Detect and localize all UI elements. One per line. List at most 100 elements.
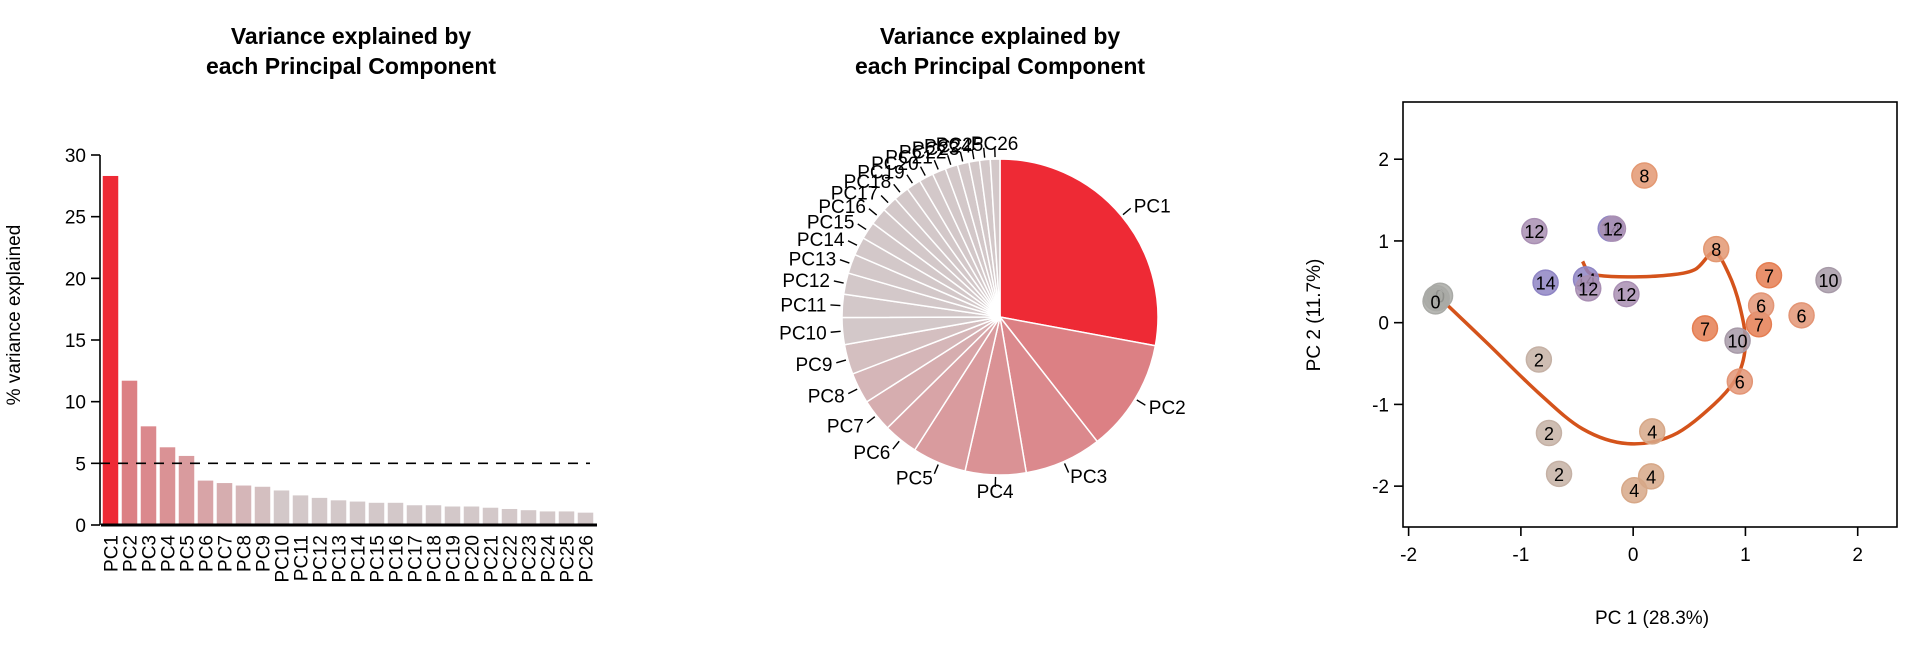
bar-x-tick-label: PC9 <box>254 535 275 572</box>
pie-label-leader <box>1063 463 1070 473</box>
scatter-x-tick-label: -2 <box>1400 545 1417 566</box>
scatter-point-label: 10 <box>1818 271 1838 291</box>
pie-slice-label: PC2 <box>1149 398 1186 419</box>
pie-slice-label: PC14 <box>797 230 845 251</box>
scatter-x-axis-label: PC 1 (28.3%) <box>1595 608 1709 629</box>
scatter-y-tick-label: 2 <box>1378 150 1389 171</box>
bar-x-tick-label: PC20 <box>463 535 484 583</box>
bar-x-tick-label: PC8 <box>235 535 256 572</box>
scatter-point <box>1613 280 1640 308</box>
pie-slice-label: PC17 <box>831 184 879 205</box>
pie-label-leader <box>933 464 939 475</box>
bar-PC4 <box>159 447 176 525</box>
bar-PC15 <box>368 502 385 525</box>
scatter-y-axis-label: PC 2 (11.7%) <box>1304 259 1325 372</box>
bar-PC13 <box>330 500 347 525</box>
bar-x-tick-label: PC21 <box>482 535 503 583</box>
bar-PC25 <box>558 511 575 525</box>
bar-x-tick-label: PC18 <box>425 535 446 583</box>
pie-chart-slices <box>841 158 1159 476</box>
pie-label-leader <box>830 330 841 333</box>
scatter-x-tick-label: 0 <box>1628 545 1639 566</box>
pie-slice-label: PC16 <box>818 197 866 218</box>
bar-PC26 <box>577 512 594 525</box>
pie-label-leader <box>906 174 913 184</box>
scatter-point-label: 7 <box>1754 315 1764 335</box>
pie-label-leader <box>833 280 844 284</box>
bar-x-tick-label: PC23 <box>520 535 541 583</box>
bar-x-tick-label: PC24 <box>539 535 560 583</box>
pie-slice-label: PC4 <box>977 482 1014 503</box>
pie-slice-label: PC12 <box>782 271 830 292</box>
bar-x-tick-label: PC5 <box>178 535 199 572</box>
scatter-x-tick-label: -1 <box>1512 545 1529 566</box>
bar-chart-y-axis-label: % variance explained <box>4 225 25 406</box>
bar-x-tick-label: PC2 <box>121 535 142 572</box>
pie-slice-label: PC8 <box>808 386 845 407</box>
scatter-x-tick-label: 2 <box>1852 545 1863 566</box>
bar-chart-y-axis: 0 5 10 15 20 25 30 <box>65 146 101 537</box>
bar-PC7 <box>216 483 233 525</box>
scatter-point <box>1638 418 1666 445</box>
pie-slice-label: PC19 <box>857 162 905 183</box>
pie-label-leader <box>847 388 858 395</box>
scatter-point-label: 4 <box>1647 422 1657 442</box>
bar-PC14 <box>349 501 366 525</box>
pie-label-leader <box>839 259 850 264</box>
scatter-point-label: 7 <box>1700 319 1710 339</box>
scatter-point <box>1575 275 1602 302</box>
bar-y-tick-label: 5 <box>75 454 86 475</box>
pie-slice-label: PC13 <box>789 249 837 270</box>
pie-slice-label: PC6 <box>853 443 890 464</box>
pie-slice-label: PC22 <box>899 142 947 163</box>
pie-slice-label: PC9 <box>795 355 832 376</box>
bar-chart-title-line-1: Variance explained by <box>231 23 472 49</box>
pie-label-leader <box>919 166 926 176</box>
scatter-x-tick-label: 1 <box>1740 545 1751 566</box>
scatter-y-tick-label: 0 <box>1378 314 1389 335</box>
bar-x-tick-label: PC22 <box>501 535 522 583</box>
scatter-point-label: 7 <box>1764 266 1774 286</box>
bar-x-tick-label: PC16 <box>387 535 408 583</box>
bar-x-tick-label: PC12 <box>311 535 332 583</box>
bar-x-tick-label: PC10 <box>273 535 294 583</box>
bar-PC10 <box>273 490 290 525</box>
bar-chart-title-line-2: each Principal Component <box>206 53 496 79</box>
bar-x-tick-label: PC25 <box>558 535 579 583</box>
bar-PC19 <box>444 506 461 525</box>
scatter-point-label: 6 <box>1735 373 1745 393</box>
bar-PC17 <box>406 505 423 525</box>
pie-label-leader <box>983 147 986 158</box>
scatter-point-label: 0 <box>1431 292 1441 312</box>
pie-chart-title-line-1: Variance explained by <box>880 23 1121 49</box>
scatter-point-label: 12 <box>1578 279 1598 299</box>
scatter-point-label: 8 <box>1639 167 1649 187</box>
scatter-point-label: 14 <box>1536 274 1556 294</box>
scatter-point-label: 2 <box>1554 465 1564 485</box>
pie-slice-label: PC20 <box>871 154 919 175</box>
scatter-point-label: 8 <box>1711 240 1721 260</box>
scatter-plot-points: 00012141214141212882224447776661010 <box>1422 162 1842 504</box>
bar-PC8 <box>235 485 252 525</box>
pie-slice-label: PC10 <box>779 324 827 345</box>
bar-y-tick-label: 25 <box>65 208 86 229</box>
pie-slice-label: PC5 <box>896 468 933 489</box>
scatter-point <box>1599 215 1627 242</box>
pie-slice-label: PC18 <box>844 172 892 193</box>
bar-x-tick-label: PC15 <box>368 535 389 583</box>
pie-label-leader <box>836 359 847 364</box>
scatter-point-label: 12 <box>1603 220 1623 240</box>
bar-x-tick-label: PC4 <box>159 535 180 572</box>
scatter-point <box>1815 266 1842 294</box>
scatter-point-label: 6 <box>1756 297 1766 317</box>
bar-chart-x-tick-labels: PC1PC2PC3PC4PC5PC6PC7PC8PC9PC10PC11PC12P… <box>102 535 598 583</box>
scatter-point <box>1532 269 1559 296</box>
pie-label-leader <box>880 195 889 204</box>
scatter-point <box>1621 476 1648 504</box>
bar-PC2 <box>121 380 138 525</box>
bar-x-tick-label: PC19 <box>444 535 465 583</box>
bar-x-tick-label: PC14 <box>349 535 370 583</box>
bar-y-tick-label: 30 <box>65 146 86 167</box>
scatter-point-label: 6 <box>1797 306 1807 326</box>
